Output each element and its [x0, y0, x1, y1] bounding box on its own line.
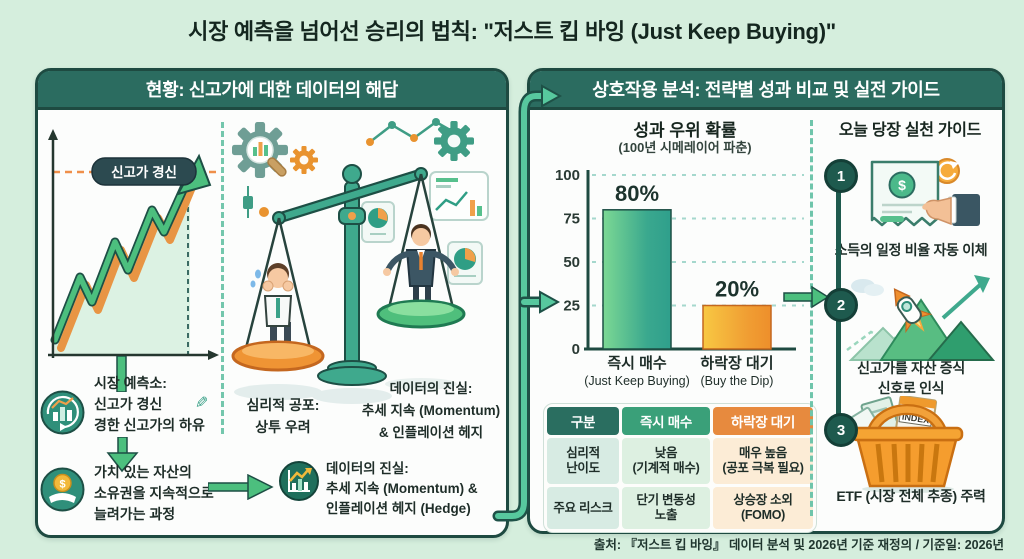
right-panel-divider — [810, 120, 813, 516]
cell-difficulty-jkb: 낮음 (기계적 매수) — [622, 438, 710, 484]
rocket — [893, 288, 933, 334]
hand — [922, 194, 980, 226]
index-basket-illustration: INDEX — [845, 396, 964, 493]
zigzag-trend-arrow — [50, 153, 212, 352]
orange-gear-icon — [290, 146, 318, 174]
svg-text:75: 75 — [563, 211, 580, 228]
new-high-line-chart: 신고가 경신 — [48, 129, 219, 360]
bar2-value-label: 20% — [715, 277, 759, 302]
table-header-jkb: 즉시 매수 — [622, 407, 710, 435]
source-note: 출처: 『저스트 킵 바잉』 데이터 분석 및 2026년 기준 재정의 / 기… — [593, 538, 1004, 552]
pencil-icon: ✎ — [195, 395, 209, 412]
rocket-growth-illustration — [846, 275, 995, 361]
cell-risk-label: 주요 리스크 — [547, 487, 619, 529]
momentum-note: 데이터의 진실: 추세 지속 (Momentum) & 인플레이션 헤지 (He… — [326, 461, 478, 516]
bar-just-keep-buying — [602, 209, 672, 350]
cell-difficulty-btd: 매우 높음 (공포 극복 필요) — [713, 438, 813, 484]
svg-text:하락장 대기: 하락장 대기 — [700, 354, 773, 372]
truth-caption: 데이터의 진실: 추세 지속 (Momentum) & 인플레이션 헤지 — [361, 381, 501, 440]
guide-caption-2: 신고가를 자산 증식 신호로 인식 — [857, 360, 965, 396]
momentum-chart-icon — [279, 461, 319, 501]
svg-text:(Buy the Dip): (Buy the Dip) — [701, 374, 774, 388]
mini-pie-card — [361, 201, 395, 243]
svg-text:신고가 경신: 신고가 경신 — [111, 164, 177, 180]
guide-title: 오늘 당장 실천 가이드 — [838, 122, 982, 139]
right-panel: 상호작용 분석: 전략별 성과 비교 및 실전 가이드 성과 우위 확률 (10… — [527, 68, 1005, 534]
shadow — [312, 388, 392, 404]
green-pan — [376, 299, 466, 329]
bar-buy-the-dip — [702, 304, 772, 350]
guide-caption-1: 소득의 일정 비율 자동 이체 — [834, 242, 988, 258]
right-arrow-icon — [783, 285, 830, 309]
scale-structure — [243, 164, 455, 386]
strategy-comparison-table: 구분 즉시 매수 하락장 대기 심리적 난이도 낮음 (기계적 매수) 매우 높… — [543, 403, 817, 533]
table-header-btd: 하락장 대기 — [713, 407, 813, 435]
svg-text:$: $ — [59, 479, 65, 491]
confident-person — [383, 224, 459, 308]
orange-pan — [231, 340, 325, 372]
svg-text:0: 0 — [572, 341, 580, 358]
table-row: 심리적 난이도 낮음 (기계적 매수) 매우 높음 (공포 극복 필요) — [547, 438, 813, 484]
fearful-person — [250, 263, 294, 350]
svg-text:50: 50 — [563, 254, 580, 271]
bar1-value-label: 80% — [615, 181, 659, 206]
left-panel-header: 현황: 신고가에 대한 데이터의 해답 — [38, 71, 506, 110]
up-arrow — [941, 282, 983, 320]
left-panel: 현황: 신고가에 대한 데이터의 해답 — [35, 68, 509, 538]
balance-scale-illustration — [231, 118, 489, 404]
left-panel-content: 신고가 경신 시장 예측소: 신고가 경신 경한 신고가의 — [38, 110, 506, 535]
step2-text: 가치 있는 자산의 소유권을 지속적으로 늘려가는 과정 — [94, 464, 214, 522]
guide-step-2-badge: 2 — [824, 288, 858, 322]
table-row: 주요 리스크 단기 변동성 노출 상승장 소외 (FOMO) — [547, 487, 813, 529]
bar-chart-subtitle: (100년 시메레이어 파춘) — [618, 140, 752, 155]
right-arrow-icon — [208, 474, 274, 500]
cell-risk-jkb: 단기 변동성 노출 — [622, 487, 710, 529]
probability-bar-chart: 100 75 50 25 0 80% 20% 즉시 매수 (Just Keep … — [555, 167, 804, 388]
candlestick-icon — [243, 186, 269, 218]
hand-coin-icon: $ — [40, 467, 85, 512]
cell-difficulty-label: 심리적 난이도 — [547, 438, 619, 484]
table-header-category: 구분 — [547, 407, 619, 435]
teal-gear-icon — [434, 121, 474, 161]
gear-magnifier-icon — [232, 122, 288, 178]
svg-text:(Just Keep Buying): (Just Keep Buying) — [584, 374, 690, 388]
x-axis-labels: 즉시 매수 (Just Keep Buying) 하락장 대기 (Buy the… — [584, 354, 773, 388]
cell-risk-btd: 상승장 소외 (FOMO) — [713, 487, 813, 529]
mini-chart-card — [429, 171, 489, 221]
y-tick-labels: 100 75 50 25 0 — [555, 167, 580, 358]
down-arrow-icon — [106, 437, 139, 473]
shadow — [234, 384, 322, 400]
guide-step-1-badge: 1 — [824, 159, 858, 193]
page-title: 시장 예측을 넘어선 승리의 법칙: "저스트 킵 바잉 (Just Keep … — [188, 19, 836, 44]
fear-caption: 심리적 공포: 상투 우려 — [246, 397, 320, 435]
right-panel-content: 성과 우위 확률 (100년 시메레이어 파춘) — [530, 110, 1002, 533]
dot-line-graph-icon — [366, 118, 453, 146]
chart-axes — [48, 129, 219, 360]
panel-connector-arrows — [492, 84, 563, 522]
svg-text:$: $ — [898, 177, 906, 193]
market-forecast-icon — [40, 390, 85, 435]
guide-step-3-badge: 3 — [824, 413, 858, 447]
bar-chart-title: 성과 우위 확률 — [633, 121, 737, 140]
svg-text:25: 25 — [563, 298, 580, 315]
guide-caption-3: ETF (시장 전체 추종) 주력 — [836, 488, 986, 504]
new-high-badge: 신고가 경신 — [91, 157, 197, 186]
auto-transfer-illustration: $ — [870, 158, 980, 227]
flow-stem — [116, 356, 127, 392]
left-panel-divider — [221, 122, 224, 434]
mountain — [926, 320, 995, 361]
basket-rim — [850, 426, 964, 442]
svg-text:100: 100 — [555, 167, 580, 184]
svg-text:즉시 매수: 즉시 매수 — [607, 355, 667, 372]
right-panel-header: 상호작용 분석: 전략별 성과 비교 및 실전 가이드 — [530, 71, 1002, 110]
step1-text: 시장 예측소: 신고가 경신 경한 신고가의 하유 — [94, 375, 205, 433]
shadow — [385, 378, 457, 390]
